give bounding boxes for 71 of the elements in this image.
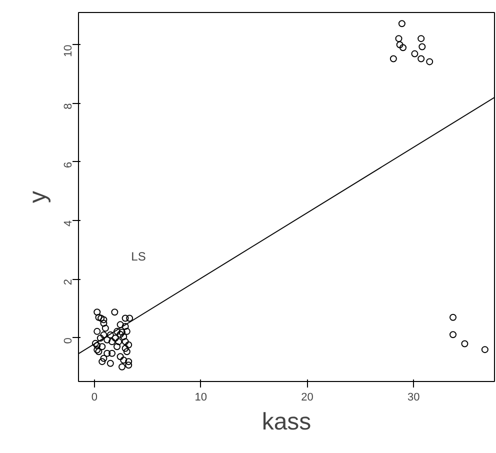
- point: [418, 43, 426, 50]
- point: [100, 320, 108, 327]
- y-tick-label: 6: [62, 162, 74, 168]
- point: [461, 340, 468, 348]
- point: [94, 308, 101, 316]
- point: [115, 338, 122, 346]
- point: [400, 44, 406, 52]
- point: [100, 331, 108, 338]
- point: [125, 362, 132, 369]
- point: [114, 343, 121, 350]
- point: [426, 58, 434, 66]
- point: [108, 338, 116, 346]
- x-tick-label: 0: [91, 392, 98, 404]
- point: [95, 348, 102, 356]
- y-tick-label: 10: [62, 44, 74, 57]
- point: [398, 20, 406, 28]
- y-tick-label: 8: [62, 103, 74, 110]
- point: [120, 356, 128, 364]
- y-axis-title: y: [24, 191, 52, 203]
- point: [481, 346, 488, 354]
- point: [94, 346, 101, 354]
- point: [106, 331, 114, 338]
- x-tick-label: 30: [408, 392, 420, 404]
- point: [122, 314, 129, 322]
- point: [125, 341, 132, 348]
- point: [92, 340, 99, 347]
- point: [104, 336, 111, 344]
- point: [390, 55, 397, 62]
- point: [126, 314, 134, 322]
- point: [123, 328, 130, 335]
- point: [108, 350, 116, 357]
- point: [122, 344, 129, 352]
- point: [116, 353, 124, 360]
- point: [450, 331, 457, 338]
- point: [111, 308, 118, 316]
- point: [450, 314, 457, 321]
- annotation: LS: [131, 250, 146, 264]
- point: [396, 41, 404, 48]
- point: [116, 321, 124, 328]
- point: [98, 358, 106, 366]
- y-tick-label: 4: [62, 220, 74, 227]
- point: [102, 324, 109, 332]
- point: [418, 35, 425, 42]
- point: [104, 350, 111, 357]
- point: [95, 314, 102, 321]
- point: [94, 328, 101, 335]
- point: [118, 363, 126, 370]
- point: [120, 333, 128, 340]
- y-tick-label: 0: [62, 338, 74, 344]
- point: [418, 55, 425, 62]
- point: [106, 360, 114, 367]
- point: [114, 328, 121, 335]
- point: [122, 338, 129, 346]
- point: [96, 334, 104, 342]
- point: [122, 322, 129, 330]
- point: [116, 330, 124, 338]
- x-tick-label: 20: [301, 392, 314, 404]
- point: [411, 50, 418, 58]
- point: [118, 328, 126, 336]
- point: [125, 358, 132, 366]
- point: [123, 348, 130, 356]
- point: [100, 354, 108, 362]
- point: [98, 343, 106, 350]
- point: [98, 314, 105, 322]
- point: [100, 316, 108, 324]
- point: [112, 334, 119, 342]
- point: [94, 342, 101, 349]
- point: [395, 35, 402, 42]
- y-tick-label: 2: [62, 278, 74, 286]
- x-tick-label: 10: [194, 392, 207, 404]
- x-axis-title: kass: [262, 408, 312, 436]
